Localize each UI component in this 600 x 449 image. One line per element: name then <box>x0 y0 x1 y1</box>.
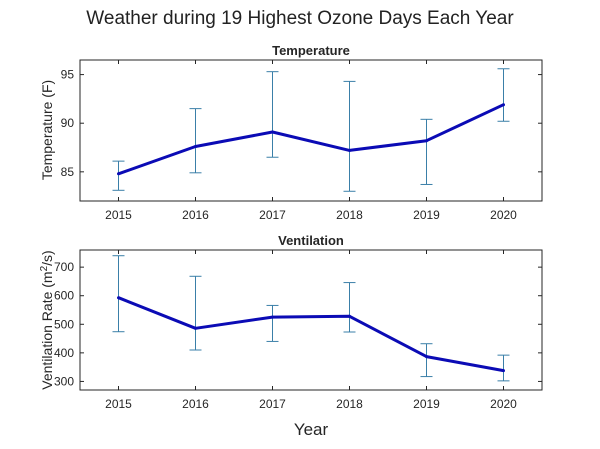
ventilation-y-tick-label: 700 <box>54 260 74 274</box>
ventilation-data-point <box>348 314 351 318</box>
temperature-y-tick-label: 85 <box>61 165 75 179</box>
temperature-data-point <box>117 172 120 176</box>
temperature-x-tick-label: 2020 <box>490 208 517 222</box>
temperature-y-axis-label: Temperature (F) <box>39 80 55 180</box>
temperature-x-tick-label: 2017 <box>259 208 286 222</box>
temperature-x-tick-label: 2015 <box>105 208 132 222</box>
ventilation-y-tick-label: 300 <box>54 374 74 388</box>
temperature-data-point <box>194 145 197 149</box>
temperature-x-tick-label: 2016 <box>182 208 209 222</box>
temperature-data-point <box>502 103 505 107</box>
ventilation-data-point <box>425 355 428 359</box>
ventilation-x-tick-label: 2016 <box>182 397 209 411</box>
ventilation-y-tick-label: 500 <box>54 317 74 331</box>
ventilation-x-tick-label: 2017 <box>259 397 286 411</box>
figure-title: Weather during 19 Highest Ozone Days Eac… <box>86 8 514 29</box>
ventilation-x-tick-label: 2019 <box>413 397 440 411</box>
temperature-plot-area: 2015 2016 2017 2018 2019 2020 85 90 95 <box>61 60 542 222</box>
temperature-y-tick-label: 90 <box>61 116 75 130</box>
temperature-data-point <box>348 148 351 152</box>
ventilation-data-point <box>194 326 197 330</box>
ventilation-subplot-title: Ventilation <box>278 233 344 248</box>
ventilation-x-tick-label: 2018 <box>336 397 363 411</box>
ventilation-y-axis-label: Ventilation Rate (m2/s) <box>39 250 55 389</box>
temperature-y-tick-label: 95 <box>61 68 75 82</box>
ventilation-axes-frame <box>79 249 543 391</box>
temperature-series-line <box>117 103 505 176</box>
ventilation-x-tick-label: 2020 <box>490 397 517 411</box>
ventilation-y-axis-label-end: /s) <box>39 250 55 266</box>
temperature-data-point <box>271 130 274 134</box>
temperature-x-tick-label: 2018 <box>336 208 363 222</box>
ventilation-y-tick-label: 400 <box>54 346 74 360</box>
ventilation-y-axis-label-main: Ventilation Rate (m <box>39 271 55 389</box>
temperature-subplot: Temperature Temperature (F) 2015 2016 2017… <box>39 43 543 222</box>
ventilation-data-point <box>271 315 274 319</box>
ventilation-y-tick-label: 600 <box>54 289 74 303</box>
ventilation-data-point <box>502 369 505 373</box>
temperature-subplot-title: Temperature <box>272 43 350 58</box>
ventilation-y-axis-label-superscript: 2 <box>39 265 50 271</box>
ventilation-series-line <box>117 296 504 373</box>
temperature-x-tick-label: 2019 <box>413 208 440 222</box>
ventilation-plot-area: 2015 2016 2017 2018 2019 2020 300 400 500 600 700 <box>54 250 542 411</box>
temperature-data-point <box>425 139 428 143</box>
x-axis-label: Year <box>294 420 329 439</box>
ventilation-x-tick-label: 2015 <box>105 397 132 411</box>
ventilation-subplot: Ventilation Ventilation Rate (m2/s) Year… <box>39 233 543 439</box>
ventilation-data-point <box>117 296 120 300</box>
temperature-axes-frame <box>79 59 543 202</box>
